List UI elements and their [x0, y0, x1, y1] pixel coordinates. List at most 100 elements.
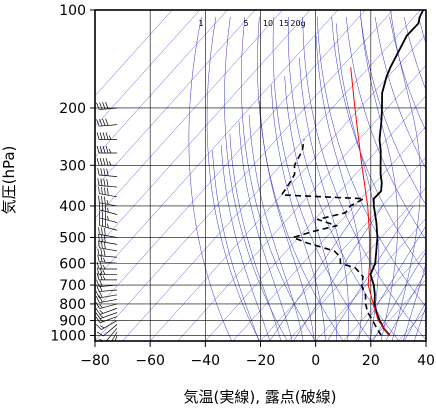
- x-tick-label: 40: [417, 353, 435, 369]
- x-axis-title: 気温(実線), 露点(破線): [184, 388, 337, 406]
- wind-barb: [95, 312, 118, 319]
- mixing-ratio-line: [355, 225, 426, 341]
- y-tick-label: 400: [59, 199, 86, 215]
- dry-adiabat-line: [287, 16, 400, 341]
- x-tick-label: −80: [80, 353, 110, 369]
- wind-barb: [111, 331, 118, 341]
- wind-barb: [96, 261, 118, 270]
- wind-barb: [99, 210, 118, 223]
- isotherm-line: [260, 156, 426, 341]
- isotherm-line: [95, 10, 228, 158]
- series-group: [280, 10, 425, 337]
- isotherm-line: [205, 95, 426, 341]
- y-axis-title: 気圧(hPa): [0, 146, 18, 215]
- mixing-ratio-labels: 1 5 10 15 20g: [198, 19, 305, 28]
- y-tick-label: 900: [59, 314, 86, 330]
- isotherm-line: [95, 10, 173, 97]
- wind-barb: [95, 295, 118, 303]
- moist-adiabat-line: [238, 121, 293, 341]
- mixing-ratio-label: 5: [243, 19, 248, 28]
- y-tick-label: 700: [59, 278, 86, 294]
- wind-barb: [99, 218, 118, 231]
- dry-adiabat-line: [374, 16, 426, 170]
- moist-adiabat-line: [413, 305, 426, 341]
- wind-barb: [95, 316, 118, 324]
- x-tick-label: −40: [191, 353, 221, 369]
- wind-barb: [99, 202, 118, 215]
- wind-barb: [97, 167, 118, 177]
- grid-lines: [95, 10, 426, 341]
- dry-adiabat-line: [224, 16, 288, 341]
- wind-barb: [96, 284, 118, 292]
- dry-adiabat-line: [345, 16, 426, 241]
- isotherm-line: [95, 10, 283, 219]
- wind-barb: [98, 227, 118, 238]
- parcel-line: [350, 67, 390, 336]
- mixing-ratio-line: [269, 205, 362, 341]
- mixing-ratio-line: [293, 205, 383, 341]
- isotherm-line: [315, 218, 426, 341]
- moist-adiabat-line: [336, 23, 379, 341]
- moist-adiabat-line: [271, 84, 326, 341]
- wind-barb: [96, 272, 118, 281]
- wind-barb: [96, 145, 118, 154]
- y-tick-label: 800: [59, 297, 86, 313]
- guide-lines: [95, 10, 426, 341]
- x-tick-label: −20: [246, 353, 276, 369]
- dry-adiabat-line: [360, 16, 426, 206]
- mixing-ratio-label: 10: [263, 19, 273, 28]
- x-tick-label: 20: [362, 353, 380, 369]
- dry-adiabat-line: [206, 16, 260, 341]
- wind-barb: [95, 290, 118, 299]
- dry-adiabat-line: [241, 16, 316, 341]
- wind-barb: [96, 118, 118, 127]
- y-tick-label: 1000: [50, 328, 86, 344]
- wind-barb: [97, 178, 118, 188]
- x-tick-label: −60: [135, 353, 165, 369]
- wind-barb: [96, 320, 118, 330]
- y-tick-label: 300: [59, 158, 86, 174]
- moist-adiabat-line: [390, 10, 421, 341]
- mixing-ratio-label: 20g: [290, 19, 305, 28]
- x-tick-label: 0: [311, 353, 320, 369]
- mixing-ratio-line: [372, 251, 426, 341]
- wind-barbs: [95, 101, 118, 341]
- wind-barb: [95, 307, 118, 315]
- dry-adiabat-line: [331, 16, 426, 274]
- isotherm-line: [343, 248, 426, 341]
- dry-adiabat-line: [272, 16, 372, 341]
- wind-barb: [96, 101, 118, 110]
- wind-barb: [98, 233, 118, 245]
- y-tick-label: 600: [59, 256, 86, 272]
- isotherm-line: [232, 126, 426, 341]
- wind-barb: [96, 132, 118, 140]
- mixing-ratio-line: [327, 205, 414, 341]
- mixing-ratio-line: [403, 301, 426, 341]
- dry-adiabat-line: [316, 16, 426, 308]
- wind-barb: [95, 302, 118, 309]
- moist-adiabat-line: [220, 145, 271, 341]
- moist-adiabat-line: [248, 114, 304, 341]
- moist-adiabat-line: [229, 133, 282, 341]
- wind-barb: [96, 158, 118, 166]
- wind-barb: [98, 195, 118, 207]
- y-tick-label: 100: [59, 3, 86, 19]
- isotherm-line: [150, 34, 426, 341]
- moist-adiabat-line: [402, 262, 426, 341]
- wind-barb: [98, 240, 118, 252]
- wind-barb: [97, 324, 118, 337]
- x-axis-ticks: −80 −60 −40 −20 0 20 40: [80, 341, 435, 369]
- dry-adiabat-line: [188, 16, 232, 341]
- wind-barb: [114, 335, 118, 341]
- wind-barb: [98, 186, 118, 198]
- mixing-ratio-line: [385, 271, 426, 341]
- wind-barb: [97, 248, 118, 258]
- dry-adiabat-line: [302, 16, 426, 341]
- isotherm-line: [95, 10, 394, 341]
- moist-adiabat-line: [259, 100, 315, 341]
- isotherm-line: [370, 279, 426, 341]
- y-tick-label: 500: [59, 230, 86, 246]
